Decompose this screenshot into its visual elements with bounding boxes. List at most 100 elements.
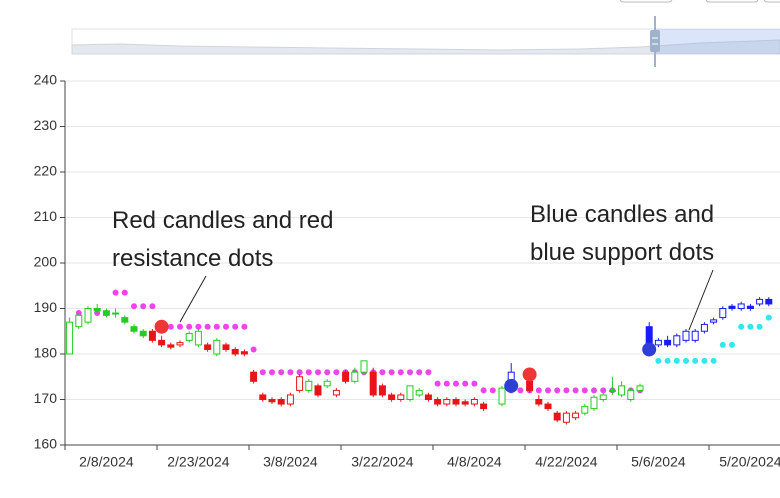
candle-body <box>553 412 561 421</box>
candle-body <box>231 348 239 355</box>
level-dot <box>480 387 487 394</box>
candle-body <box>378 385 386 396</box>
annotation: blue support dots <box>530 239 714 266</box>
level-dot <box>379 369 386 376</box>
level-dot <box>554 387 561 394</box>
candle-body <box>268 399 276 403</box>
x-tick-label: 5/20/2024 <box>719 454 780 470</box>
candle-body <box>66 321 74 355</box>
level-dot <box>397 369 404 376</box>
level-dot <box>701 357 708 364</box>
candle-body <box>535 399 543 405</box>
level-dot <box>131 303 137 310</box>
candle-body <box>167 344 175 348</box>
slider-selection <box>655 29 780 54</box>
candle-body <box>332 389 340 396</box>
level-dot <box>729 341 735 348</box>
candle-body <box>222 344 230 350</box>
x-tick-label: 3/22/2024 <box>351 454 413 470</box>
level-dot <box>278 369 285 376</box>
level-dot <box>250 346 257 353</box>
candle-body <box>719 308 727 319</box>
level-dot <box>710 357 717 364</box>
candle-body <box>756 298 764 305</box>
level-dot <box>121 289 128 296</box>
level-dot <box>204 323 211 330</box>
slider-preview <box>71 39 780 55</box>
level-dot <box>673 357 680 364</box>
signal-dot <box>154 319 169 334</box>
candle-body <box>765 298 773 305</box>
level-dot <box>462 380 469 387</box>
candle-body <box>388 394 396 401</box>
level-dot <box>756 323 763 330</box>
level-dot <box>765 314 772 321</box>
level-dot <box>747 323 754 330</box>
candle-body <box>728 305 736 310</box>
level-dot <box>315 369 321 376</box>
y-tick-label: 170 <box>34 390 58 406</box>
candle-body <box>480 403 488 410</box>
candle-body <box>286 394 294 405</box>
candle-body <box>581 405 589 414</box>
level-dot <box>738 323 745 330</box>
candle-body <box>139 330 147 337</box>
level-dot <box>683 357 689 364</box>
candle-body <box>323 380 331 387</box>
candle-body <box>250 371 258 382</box>
level-dot <box>692 357 699 364</box>
annotation-pointer <box>688 269 714 331</box>
level-dot <box>296 369 303 376</box>
top-buttons <box>619 0 780 3</box>
candle-body <box>654 339 662 346</box>
candle-body <box>296 376 304 391</box>
x-tick-label: 4/8/2024 <box>447 454 502 470</box>
y-tick-label: 160 <box>34 436 58 452</box>
slider-handle[interactable] <box>650 30 660 52</box>
x-tick-label: 5/6/2024 <box>631 454 686 470</box>
candle-body <box>93 308 101 312</box>
level-dot <box>223 323 229 330</box>
y-tick-label: 200 <box>34 254 58 270</box>
candle-body <box>176 342 184 346</box>
zoom-button[interactable] <box>705 0 759 3</box>
y-tick-label: 210 <box>34 208 58 224</box>
x-tick-label: 4/22/2024 <box>535 454 597 470</box>
level-dot <box>213 323 220 330</box>
y-tick-label: 180 <box>34 345 58 361</box>
level-dot <box>434 380 441 387</box>
data-zoom-slider[interactable] <box>71 16 780 67</box>
level-dot <box>287 369 294 376</box>
level-dot <box>112 289 119 296</box>
x-tick-label: 3/8/2024 <box>263 454 318 470</box>
candle-body <box>102 310 110 316</box>
candle-body <box>75 314 83 328</box>
candle-body <box>351 371 359 382</box>
candle-body <box>710 319 718 323</box>
candle-body <box>544 403 552 410</box>
zoom-button[interactable] <box>763 0 780 3</box>
level-dot <box>453 380 459 387</box>
candle-body <box>84 308 92 323</box>
level-dot <box>471 380 478 387</box>
level-dot <box>664 357 671 364</box>
candle-body <box>691 330 699 341</box>
candle-body <box>158 339 166 346</box>
level-dot <box>517 387 524 394</box>
candle-body <box>443 399 451 405</box>
annotation: Red candles and red <box>112 207 333 234</box>
candle-body <box>314 385 322 396</box>
level-dot <box>655 357 662 364</box>
candle-body <box>277 399 285 405</box>
zoom-button[interactable] <box>619 0 673 3</box>
x-tick-label: 2/8/2024 <box>79 454 134 470</box>
candle-body <box>369 371 377 396</box>
candle-body <box>130 326 138 332</box>
y-tick-label: 230 <box>34 117 58 133</box>
candle-body <box>562 412 570 423</box>
candle-body <box>664 339 672 346</box>
candle-body <box>213 339 221 355</box>
signal-dot <box>642 342 657 357</box>
candle-body <box>112 312 120 315</box>
level-dot <box>425 369 432 376</box>
